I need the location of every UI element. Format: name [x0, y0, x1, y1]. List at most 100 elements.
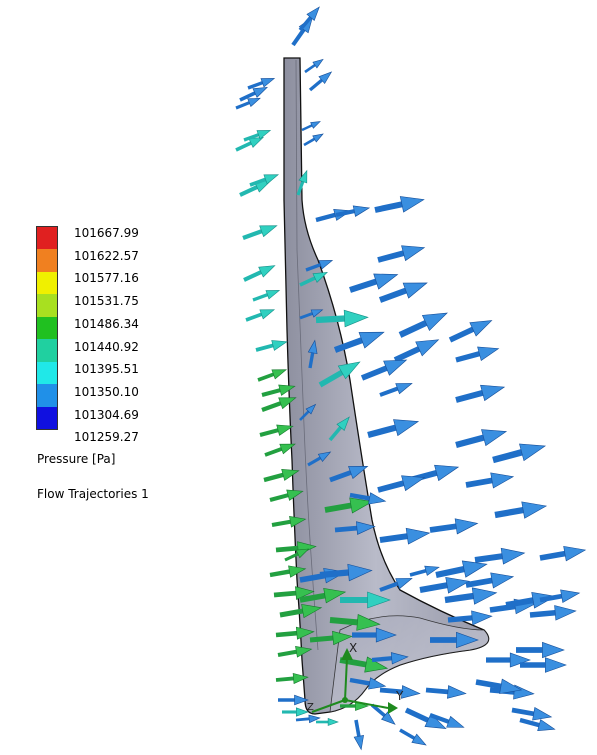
flow-arrow-icon: [520, 657, 567, 673]
flow-arrow-icon: [299, 309, 324, 320]
flow-arrow-icon: [243, 265, 276, 282]
flow-arrow-icon: [398, 312, 448, 338]
legend-value: 101577.16: [74, 271, 139, 286]
flow-arrow-icon: [324, 497, 374, 514]
flow-arrow-icon: [539, 589, 581, 603]
flow-arrow-icon: [475, 678, 523, 695]
blade-edge-line: [295, 59, 319, 651]
flow-arrow-icon: [367, 419, 420, 439]
flow-arrow-icon: [239, 86, 269, 102]
flow-arrow-icon: [264, 443, 296, 457]
flow-arrow-icon: [353, 719, 364, 751]
flow-arrow-icon: [529, 605, 577, 621]
flow-arrow-icon: [309, 630, 353, 646]
flow-arrow-icon: [539, 545, 587, 562]
flow-arrow-icon: [474, 547, 526, 565]
flow-arrow-icon: [303, 133, 324, 147]
flow-arrow-icon: [377, 475, 426, 493]
axis-triad: X Y Z: [307, 641, 404, 714]
legend-value: 101622.57: [74, 248, 139, 263]
flow-arrow-icon: [249, 174, 280, 187]
flow-arrow-icon: [379, 527, 431, 545]
flow-arrow-icon: [465, 472, 515, 489]
flow-arrow-icon: [435, 560, 488, 579]
flow-arrow-icon: [349, 492, 387, 505]
flow-arrow-icon: [255, 340, 288, 352]
flow-arrow-icon: [404, 707, 447, 729]
flow-arrow-icon: [261, 384, 296, 397]
flow-arrow-icon: [308, 71, 333, 92]
flow-arrow-icon: [409, 565, 440, 577]
flow-arrow-icon: [305, 260, 334, 272]
flow-arrow-icon: [304, 58, 324, 74]
flow-arrow-icon: [455, 429, 508, 449]
axis-z-label: Z: [307, 702, 314, 713]
flow-arrow-icon: [335, 205, 371, 217]
flow-arrow-icon: [492, 443, 547, 464]
flow-arrow-icon: [328, 416, 350, 442]
flow-arrow-icon: [444, 587, 498, 605]
legend-value: 101395.51: [74, 362, 139, 377]
flow-arrow-icon: [259, 424, 294, 437]
flow-arrow-icon: [349, 273, 399, 293]
flow-arrow-icon: [319, 563, 373, 582]
flow-arrow-icon: [307, 339, 318, 369]
legend-color-bar: [36, 226, 58, 430]
flow-arrow-icon: [284, 548, 310, 562]
flow-arrow-icon: [379, 685, 421, 699]
axis-y-label: Y: [395, 689, 404, 703]
flow-arrow-icon: [465, 572, 515, 589]
flow-arrow-icon: [316, 718, 339, 726]
flow-arrow-icon: [371, 652, 409, 665]
flow-arrow-icon: [299, 271, 329, 287]
flow-arrow-icon: [519, 717, 556, 732]
flow-arrow-icon: [275, 626, 315, 640]
flow-arrow-icon: [277, 646, 313, 658]
flow-arrow-icon: [295, 714, 321, 724]
flow-arrow-icon: [235, 136, 265, 152]
flow-arrow-icon: [235, 97, 261, 110]
legend-color-band: [37, 227, 57, 250]
flow-arrow-icon: [370, 703, 396, 725]
flow-arrow-icon: [257, 369, 288, 382]
trajectory-label: Flow Trajectories 1: [37, 487, 149, 501]
flow-arrow-icon: [275, 672, 309, 685]
flow-arrow-icon: [429, 712, 465, 728]
flow-arrow-icon: [333, 331, 385, 353]
flow-arrows: [235, 6, 587, 751]
flow-arrow-icon: [377, 245, 426, 263]
flow-arrow-icon: [247, 78, 276, 90]
flow-arrow-icon: [279, 604, 323, 619]
flow-arrow-icon: [263, 468, 300, 483]
flow-arrow-icon: [329, 466, 369, 483]
flow-arrow-icon: [278, 694, 309, 706]
legend-color-band: [37, 361, 57, 385]
flow-arrow-icon: [448, 320, 493, 343]
flow-arrow-icon: [447, 610, 493, 626]
flow-arrow-icon: [271, 516, 307, 528]
flow-arrow-icon: [269, 565, 307, 578]
legend-value: 101304.69: [74, 407, 139, 422]
legend-color-band: [37, 339, 57, 362]
legend-color-band: [37, 406, 57, 429]
flow-arrow-icon: [245, 309, 276, 322]
flow-arrow-icon: [455, 384, 506, 403]
flow-arrow-icon: [378, 282, 428, 303]
flow-arrow-icon: [252, 290, 281, 302]
flow-arrow-icon: [329, 613, 381, 631]
flow-arrow-icon: [393, 339, 440, 363]
legend-color-band: [37, 271, 57, 295]
legend-value: 101440.92: [74, 339, 139, 354]
legend-color-band: [37, 384, 57, 407]
legend-value: 101350.10: [74, 384, 139, 399]
legend-value: 101531.75: [74, 294, 139, 309]
legend-title: Pressure [Pa]: [37, 452, 116, 466]
flow-arrow-icon: [486, 652, 531, 668]
flow-arrow-icon: [430, 631, 479, 649]
flow-arrow-icon: [494, 501, 548, 519]
flow-arrow-icon: [242, 225, 278, 241]
flow-arrow-icon: [374, 196, 425, 213]
legend-color-band: [37, 294, 57, 317]
flow-arrow-icon: [399, 728, 427, 746]
